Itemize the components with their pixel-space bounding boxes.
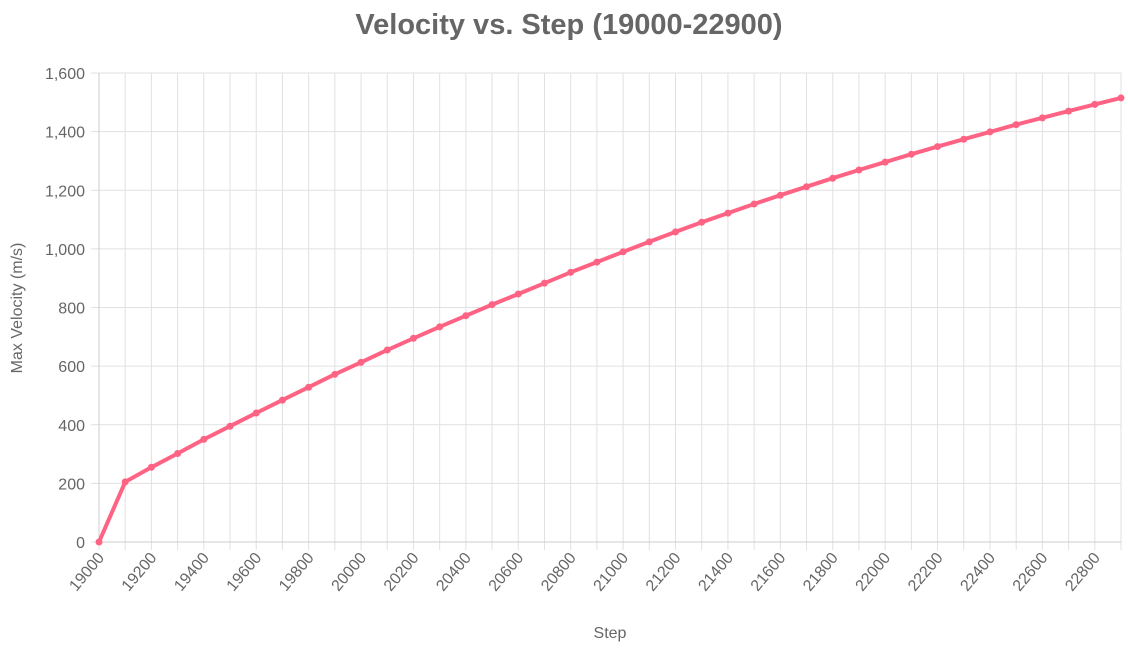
data-point[interactable] (147, 463, 155, 471)
data-point[interactable] (1012, 121, 1020, 129)
x-tick-label: 21000 (591, 550, 633, 595)
x-tick-label: 19400 (171, 550, 213, 595)
y-tick-label: 200 (58, 476, 85, 493)
data-point[interactable] (934, 143, 942, 151)
x-tick-labels: 19000 19200 19400 19600 19800 20000 20200 20400… (66, 550, 1103, 595)
data-point[interactable] (278, 396, 286, 404)
data-point[interactable] (881, 158, 889, 166)
data-point[interactable] (803, 183, 811, 191)
data-point[interactable] (567, 268, 575, 276)
y-tick-label: 1,600 (45, 66, 85, 83)
x-tick-label: 20800 (538, 550, 580, 595)
x-tick-label: 21200 (643, 550, 685, 595)
data-point[interactable] (593, 258, 601, 266)
y-tick-label: 400 (58, 418, 85, 435)
x-tick-label: 22200 (905, 550, 947, 595)
x-axis-label: Step (594, 625, 627, 642)
y-axis-label: Max Velocity (m/s) (9, 243, 26, 374)
data-point[interactable] (698, 218, 706, 226)
data-point[interactable] (986, 128, 994, 136)
data-point[interactable] (1117, 94, 1125, 102)
x-tick-label: 21800 (800, 550, 842, 595)
x-tick-label: 22800 (1062, 550, 1104, 595)
axes (98, 73, 1121, 543)
data-point[interactable] (436, 323, 444, 331)
data-point[interactable] (619, 248, 627, 256)
data-point[interactable] (409, 334, 417, 342)
x-tick-label: 20400 (433, 550, 475, 595)
x-tick-label: 20000 (328, 550, 370, 595)
data-point[interactable] (488, 301, 496, 309)
data-point[interactable] (252, 409, 260, 417)
data-point[interactable] (829, 174, 837, 182)
x-tick-label: 19600 (224, 550, 266, 595)
y-tick-labels: 0 200 400 600 800 1,000 1,200 1,400 1,600 (45, 66, 85, 552)
x-tick-label: 21600 (748, 550, 790, 595)
data-point[interactable] (907, 150, 915, 158)
x-tick-label: 19800 (276, 550, 318, 595)
grid-lines (91, 72, 1122, 550)
data-point[interactable] (750, 200, 758, 208)
x-tick-label: 20600 (486, 550, 528, 595)
data-point[interactable] (1091, 100, 1099, 108)
data-point[interactable] (174, 449, 182, 457)
y-tick-label: 600 (58, 359, 85, 376)
data-point[interactable] (776, 191, 784, 199)
data-point[interactable] (305, 383, 313, 391)
x-tick-label: 19000 (66, 550, 108, 595)
data-point[interactable] (226, 422, 234, 430)
data-point[interactable] (672, 228, 680, 236)
data-point[interactable] (357, 358, 365, 366)
data-point[interactable] (462, 312, 470, 320)
data-point[interactable] (855, 166, 863, 174)
data-point[interactable] (200, 435, 208, 443)
x-tick-label: 22000 (853, 550, 895, 595)
y-tick-label: 800 (58, 301, 85, 318)
x-tick-label: 22400 (957, 550, 999, 595)
velocity-line (97, 95, 1123, 544)
data-point[interactable] (540, 279, 548, 287)
x-tick-label: 21400 (695, 550, 737, 595)
y-tick-label: 1,400 (45, 125, 85, 142)
data-point[interactable] (95, 538, 103, 546)
x-tick-label: 20200 (381, 550, 423, 595)
y-tick-label: 1,000 (45, 242, 85, 259)
data-point[interactable] (383, 346, 391, 354)
data-point[interactable] (724, 209, 732, 217)
x-tick-label: 22600 (1010, 550, 1052, 595)
chart-title: Velocity vs. Step (19000-22900) (355, 9, 782, 41)
y-tick-label: 0 (76, 535, 85, 552)
data-point[interactable] (1038, 114, 1046, 122)
data-point[interactable] (121, 478, 129, 486)
data-point[interactable] (645, 238, 653, 246)
data-point[interactable] (960, 135, 968, 143)
x-tick-label: 19200 (119, 550, 161, 595)
y-tick-label: 1,200 (45, 183, 85, 200)
data-point[interactable] (331, 370, 339, 378)
data-point[interactable] (514, 290, 522, 298)
data-point[interactable] (1065, 107, 1073, 115)
series-velocity (95, 94, 1125, 546)
